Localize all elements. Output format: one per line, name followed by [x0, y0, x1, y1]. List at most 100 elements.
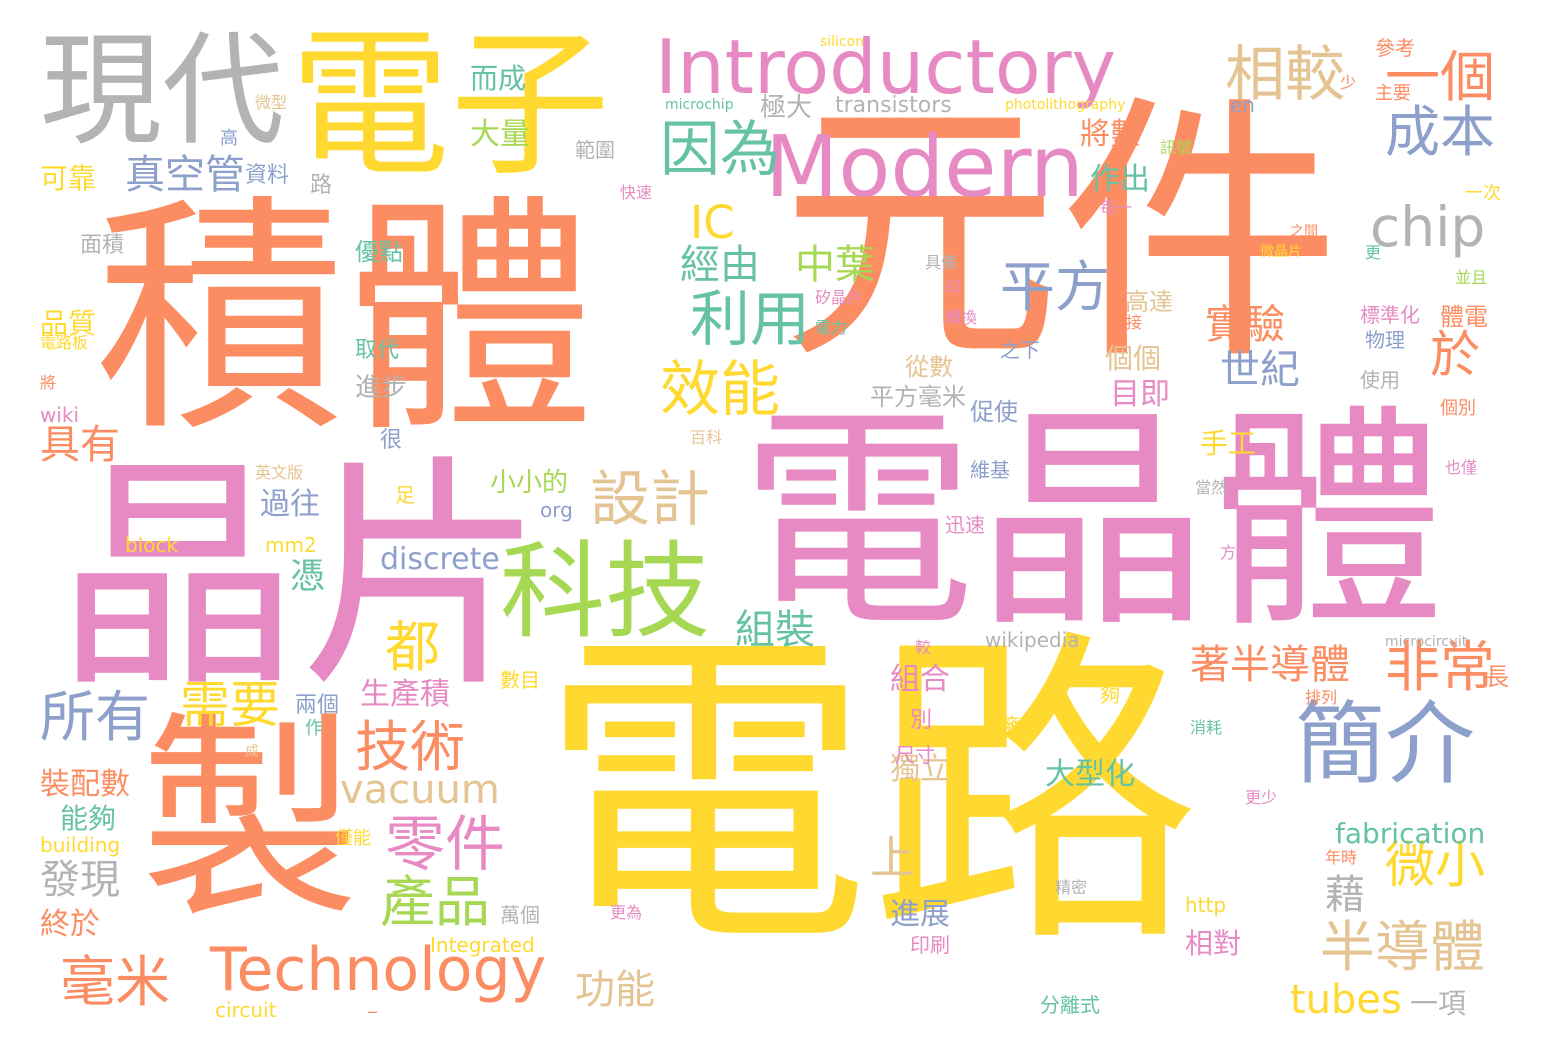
cloud-word: 擁有	[1000, 715, 1040, 735]
cloud-word: 微型	[255, 95, 287, 111]
cloud-word: 英文版	[255, 465, 303, 481]
cloud-word: 年時	[1325, 850, 1357, 866]
cloud-word: 半導體	[1320, 920, 1485, 975]
cloud-word: 生產積	[360, 680, 450, 710]
cloud-word: 參考	[1375, 38, 1415, 58]
cloud-word: 主要	[1375, 85, 1411, 103]
cloud-word: microchip	[665, 98, 734, 112]
cloud-word: 真空管	[125, 155, 245, 195]
cloud-word: 可靠	[40, 165, 96, 193]
cloud-word: 平方	[1000, 260, 1110, 315]
cloud-word: Modern	[765, 125, 1084, 210]
cloud-word: Integrated	[430, 935, 535, 955]
cloud-word: 方法	[1220, 545, 1252, 561]
cloud-word: 兩個	[295, 695, 339, 717]
cloud-word: 成本	[1385, 105, 1495, 160]
cloud-word: 平方毫米	[870, 385, 966, 409]
cloud-word: 訊號	[1160, 140, 1192, 156]
cloud-word: 高達	[1125, 290, 1173, 314]
cloud-word: 所有	[40, 690, 150, 745]
cloud-word: 促使	[970, 400, 1018, 424]
cloud-word: 進步	[355, 375, 407, 401]
cloud-word: 個個	[1105, 345, 1161, 373]
cloud-word: 設計	[590, 470, 710, 530]
cloud-word: 很	[380, 430, 402, 452]
cloud-word: 數目	[500, 670, 540, 690]
cloud-word: 印刷	[910, 935, 950, 955]
cloud-word: 產品	[380, 875, 490, 930]
cloud-word: 印	[945, 280, 961, 296]
cloud-word: 作出	[1090, 165, 1150, 195]
cloud-word: 僅能	[335, 830, 371, 848]
cloud-word: 終於	[40, 910, 100, 940]
cloud-word: vacuum	[340, 770, 500, 810]
cloud-word: photolithography	[1005, 98, 1125, 112]
cloud-word: 目即	[1110, 380, 1170, 410]
cloud-word: 具備	[925, 255, 957, 271]
cloud-word: tubes	[1290, 980, 1402, 1020]
cloud-word: 也僅	[1445, 460, 1477, 476]
cloud-word: 更為	[610, 905, 642, 921]
cloud-word: 成	[245, 745, 259, 759]
cloud-word: 經由	[680, 245, 760, 285]
cloud-word: 上	[870, 835, 915, 880]
cloud-word: 現代	[40, 30, 284, 152]
cloud-word: 個別	[1440, 400, 1476, 418]
cloud-word: chip	[1370, 200, 1485, 255]
cloud-word: 別	[910, 710, 932, 732]
cloud-word: 精密	[1055, 880, 1087, 896]
cloud-word: 利用	[690, 290, 810, 350]
cloud-word: 排列	[1305, 690, 1337, 706]
cloud-word: building	[40, 835, 120, 855]
cloud-word: 手工	[1200, 430, 1256, 458]
cloud-word: 從數	[905, 355, 953, 379]
cloud-word: 一次	[1465, 185, 1501, 203]
cloud-word: 發現	[40, 860, 120, 900]
cloud-word: 少	[1340, 75, 1356, 91]
cloud-word: fabrication	[1335, 820, 1485, 848]
cloud-word: 科技	[500, 540, 710, 645]
cloud-word: 一項	[1410, 990, 1466, 1018]
cloud-word: 具有	[40, 425, 120, 465]
cloud-word: 憑	[290, 560, 325, 595]
cloud-word: 萬個	[500, 905, 540, 925]
cloud-word: wiki	[40, 405, 79, 425]
cloud-word: 體電	[1440, 305, 1488, 329]
cloud-word: circuit	[215, 1000, 276, 1020]
cloud-word: wikipedia	[985, 630, 1080, 650]
cloud-word: 較	[915, 640, 931, 656]
cloud-word: 取代	[355, 340, 399, 362]
cloud-word: 物理	[1365, 330, 1405, 350]
cloud-word: 快速	[620, 185, 652, 201]
cloud-word: 組合	[890, 665, 950, 695]
cloud-word: 因為	[660, 120, 780, 180]
cloud-word: 中葉	[795, 245, 875, 285]
cloud-word: 並且	[1455, 270, 1487, 286]
cloud-word: 相對	[1185, 930, 1241, 958]
cloud-word: 極大	[760, 95, 812, 121]
cloud-word: mm2	[265, 535, 317, 555]
cloud-word: 百科	[690, 430, 722, 446]
cloud-word: 長	[1485, 665, 1509, 689]
cloud-word: 電力	[815, 320, 847, 336]
cloud-word: transistors	[835, 95, 952, 117]
cloud-word: _	[368, 995, 377, 1013]
cloud-word: 路	[310, 175, 332, 197]
cloud-word: 直接	[1110, 315, 1142, 331]
cloud-word: 過往	[260, 490, 320, 520]
cloud-word: discrete	[380, 545, 500, 575]
cloud-word: 更少	[1245, 790, 1277, 806]
cloud-word: 尺寸	[895, 745, 935, 765]
cloud-word: 消耗	[1190, 720, 1222, 736]
cloud-word: 當然	[1195, 480, 1227, 496]
cloud-word: 功能	[575, 970, 655, 1010]
cloud-word: 製	[140, 710, 360, 930]
cloud-word: 標準化	[1360, 305, 1420, 325]
cloud-word: 之下	[1000, 340, 1040, 360]
cloud-word: 進展	[890, 900, 950, 930]
cloud-word: 大量	[470, 120, 530, 150]
cloud-word: 都	[385, 620, 440, 675]
cloud-word: 零件	[385, 815, 505, 875]
cloud-word: 實驗	[1205, 305, 1285, 345]
cloud-word: 範圍	[575, 140, 615, 160]
